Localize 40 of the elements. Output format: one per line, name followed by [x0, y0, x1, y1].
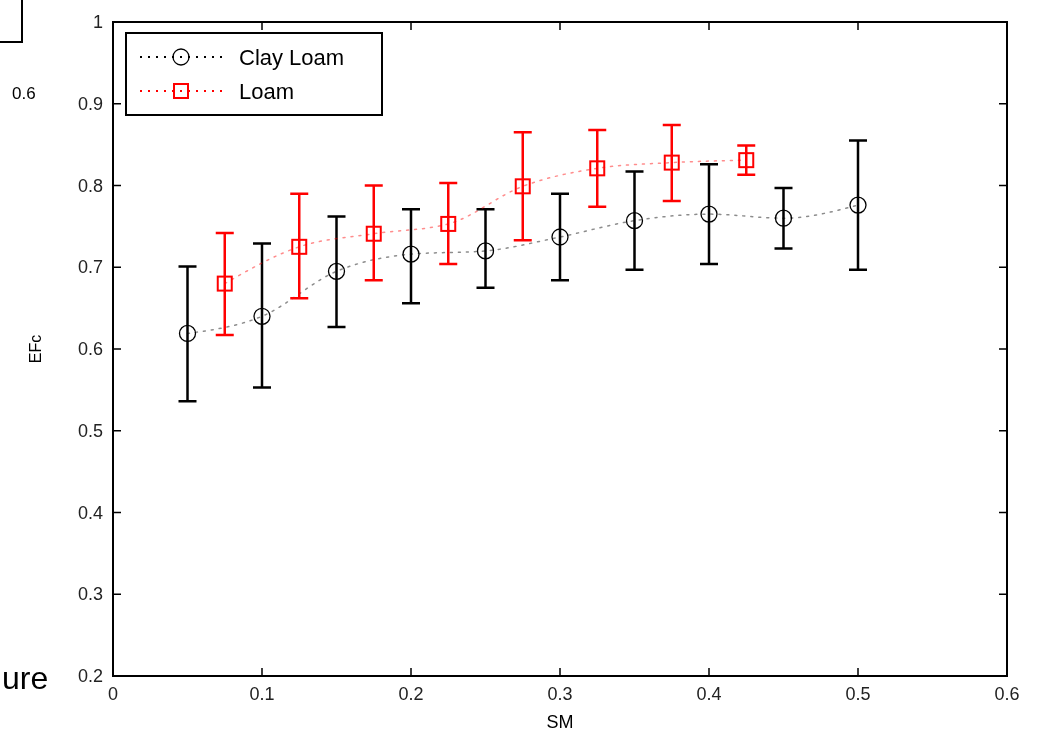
- text: ure: [2, 660, 49, 696]
- point: [738, 152, 755, 169]
- x-tick-label: 0.4: [696, 684, 722, 704]
- x-tick-label: 0: [107, 684, 119, 704]
- point: [849, 196, 867, 214]
- x-tick-label: 0.1: [249, 684, 275, 704]
- x-tick-label: 0.2: [398, 684, 424, 704]
- point: [700, 205, 718, 223]
- y-tick-label: 0.9: [77, 93, 103, 114]
- x-axis-title: SM: [546, 712, 574, 732]
- point: [253, 307, 271, 325]
- y-tick-label: 0.4: [77, 502, 103, 523]
- y-tick-label: 0.7: [77, 257, 103, 278]
- text: 0.6: [12, 84, 36, 103]
- legend-label: Loam: [239, 79, 295, 104]
- y-tick-label: 0.2: [77, 666, 103, 686]
- point: [663, 154, 680, 171]
- point: [291, 238, 308, 255]
- point: [476, 242, 495, 260]
- x-tick-label: 0.5: [845, 684, 871, 704]
- point: [551, 228, 569, 246]
- x-tick-label: 0.3: [547, 684, 573, 704]
- legend-label: Clay Loam: [239, 45, 345, 70]
- point: [440, 215, 457, 232]
- point: [589, 160, 606, 177]
- y-tick-label: 1: [92, 12, 103, 32]
- point: [178, 324, 197, 343]
- point: [327, 262, 346, 280]
- y-tick-label: 0.3: [77, 584, 103, 605]
- point: [365, 225, 382, 242]
- point: [625, 212, 644, 230]
- y-axis-title: EFc: [27, 334, 44, 364]
- y-tick-label: 0.8: [77, 175, 103, 196]
- x-tick-label: 0.6: [994, 684, 1020, 704]
- point: [216, 275, 233, 292]
- y-tick-label: 0.5: [77, 420, 103, 441]
- point: [514, 178, 531, 195]
- y-tick-label: 0.6: [77, 339, 103, 359]
- point: [774, 209, 793, 227]
- point: [402, 245, 420, 263]
